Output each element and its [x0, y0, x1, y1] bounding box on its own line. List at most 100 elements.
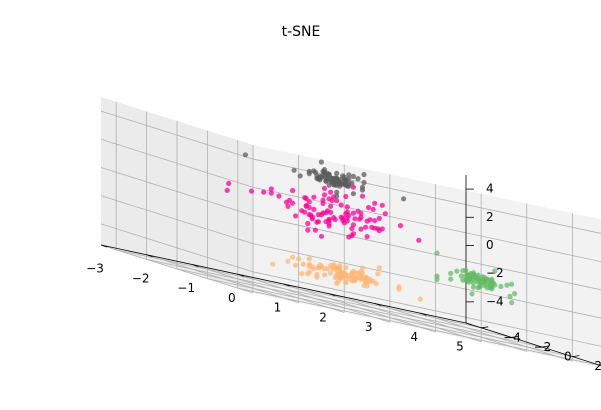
scatter-point [340, 217, 346, 224]
scatter-point [483, 279, 489, 285]
scatter-point [343, 179, 349, 185]
scatter-point [321, 266, 328, 272]
scatter-point [350, 191, 356, 197]
scatter-point [509, 281, 515, 287]
y-gridline [207, 278, 573, 357]
scatter-point [363, 224, 369, 230]
scatter-point [299, 271, 305, 277]
scatter-point [478, 280, 484, 286]
scatter-point [454, 268, 460, 274]
scatter-point [376, 265, 382, 271]
scatter-point [343, 264, 349, 271]
scatter-point [309, 214, 315, 220]
z-tick-label: 2 [486, 210, 494, 224]
z-gridline [100, 110, 254, 160]
x-tick-label: 1 [274, 301, 282, 315]
scatter-point [242, 152, 248, 158]
scatter-point [364, 218, 370, 224]
z-gridline [252, 271, 601, 347]
scatter-point [397, 223, 404, 229]
scatter-point [297, 173, 303, 179]
x-tick-label: 0 [228, 291, 236, 305]
z-tick-label: −4 [486, 294, 504, 308]
scatter-point [326, 216, 332, 222]
scatter-point [359, 184, 366, 190]
scatter-point [334, 175, 340, 181]
scatter-point [290, 254, 296, 260]
scatter-point [469, 275, 475, 281]
y-tick-mark [481, 326, 489, 329]
scatter-point [338, 202, 344, 208]
scatter-point [321, 192, 328, 198]
scatter-points [224, 152, 518, 306]
scatter-point [285, 203, 291, 209]
chart-title: t-SNE [282, 24, 321, 40]
scatter-point [346, 172, 352, 178]
scatter-point [331, 215, 337, 221]
scatter-point [306, 263, 312, 269]
x-tick-mark [283, 283, 290, 287]
scatter-point [302, 209, 308, 215]
scatter-point [296, 256, 302, 262]
scatter-point [285, 258, 291, 264]
scatter-point [344, 215, 350, 221]
scatter-point [490, 280, 496, 286]
scatter-point [349, 270, 355, 276]
scatter-point [358, 214, 364, 220]
scatter-point [332, 275, 338, 281]
scatter-point [396, 284, 402, 290]
x-tick-mark [420, 312, 427, 316]
scatter-point [364, 234, 370, 240]
z-gridline [100, 138, 254, 188]
scatter-point [358, 275, 364, 281]
scatter-point [344, 204, 350, 210]
scatter-point [364, 283, 370, 289]
scatter-point [290, 187, 296, 194]
scatter-point [355, 176, 361, 182]
scatter-point [331, 266, 337, 272]
scatter-point [306, 199, 312, 205]
scatter-point [469, 291, 475, 297]
scatter-point [334, 193, 340, 199]
scatter-point [361, 179, 367, 186]
z-gridline [100, 167, 254, 216]
scatter-point [335, 268, 341, 274]
scatter-point [434, 250, 440, 256]
scatter-point [376, 215, 382, 221]
scatter-point [321, 185, 328, 191]
scatter-point [350, 210, 356, 216]
y-gridline [237, 287, 601, 367]
scatter-point [328, 209, 334, 215]
scatter-point [372, 218, 378, 224]
scatter-point [314, 271, 320, 277]
scatter-point [302, 195, 308, 201]
scatter-point [492, 268, 498, 274]
scatter-point [349, 180, 355, 186]
z-tick-label: 4 [486, 182, 494, 196]
x-tick-mark [465, 322, 473, 326]
scatter-point [334, 189, 340, 195]
scatter-point [463, 273, 469, 279]
x-tick-mark [237, 273, 245, 277]
scatter-point [317, 264, 323, 270]
scatter-point [370, 206, 376, 212]
scatter-point [382, 211, 388, 217]
scatter-point [475, 285, 481, 291]
x-tick-label: 4 [411, 330, 419, 344]
scatter-point [226, 180, 232, 186]
scatter-point [276, 193, 282, 199]
scatter-point [350, 278, 356, 284]
scatter-point [498, 283, 504, 290]
scatter-point [326, 223, 332, 229]
scatter-point [306, 256, 312, 262]
x-tick-mark [374, 303, 381, 306]
scatter-point [470, 284, 477, 290]
scatter-point [460, 277, 466, 283]
z-gridline [252, 186, 601, 263]
scatter-point [416, 237, 422, 243]
scatter-point [268, 186, 274, 192]
scatter-point [379, 202, 385, 208]
z-gridline [100, 195, 254, 245]
y-tick-label: 2 [594, 359, 601, 373]
